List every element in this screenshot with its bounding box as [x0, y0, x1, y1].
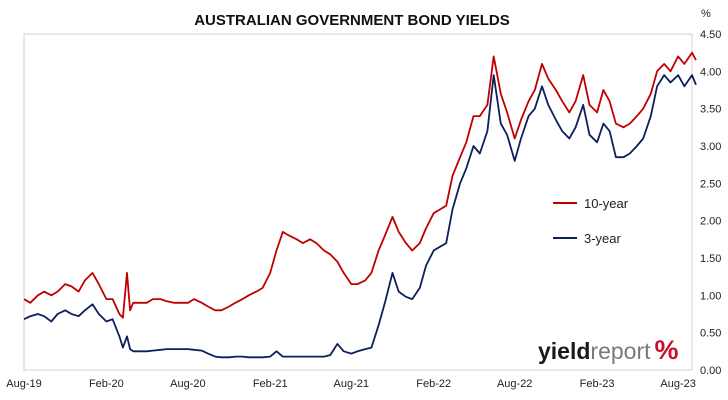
- x-tick-label: Aug-19: [6, 378, 41, 390]
- series-line-3-year: [23, 74, 697, 359]
- x-tick-label: Feb-21: [253, 378, 288, 390]
- x-tick-label: Aug-21: [334, 378, 369, 390]
- logo-text-yield: yield: [538, 338, 590, 364]
- x-tick-label: Aug-20: [170, 378, 205, 390]
- logo-percent-sign: %: [655, 335, 679, 365]
- y-tick-label: 3.00: [700, 141, 721, 153]
- x-tick-label: Feb-23: [580, 378, 615, 390]
- y-tick-label: 1.00: [700, 290, 721, 302]
- y-tick-label: 2.50: [700, 178, 721, 190]
- series-line-10-year: [23, 51, 697, 319]
- y-tick-label: 4.50: [700, 29, 721, 41]
- plot-area: [23, 33, 693, 371]
- y-tick-label: 2.00: [700, 216, 721, 228]
- x-axis: Aug-19 Feb-20 Aug-20 Feb-21 Aug-21 Feb-22 Aug-…: [6, 378, 696, 390]
- y-tick-label: 1.50: [700, 253, 721, 265]
- legend-label-3-year: 3-year: [584, 231, 622, 246]
- y-axis-unit-label: %: [701, 8, 711, 20]
- y-tick-label: 0.50: [700, 328, 721, 340]
- logo-text-report: report: [590, 338, 651, 364]
- y-tick-label: 0.00: [700, 365, 721, 377]
- svg-text:yieldreport%: yieldreport%: [538, 335, 679, 365]
- x-tick-label: Aug-22: [497, 378, 532, 390]
- x-tick-label: Feb-22: [416, 378, 451, 390]
- x-tick-label: Feb-20: [89, 378, 124, 390]
- yieldreport-logo: yieldreport%: [538, 335, 679, 365]
- x-tick-label: Aug-23: [660, 378, 695, 390]
- chart-title: AUSTRALIAN GOVERNMENT BOND YIELDS: [194, 12, 510, 29]
- y-tick-label: 3.50: [700, 104, 721, 116]
- y-tick-label: 4.00: [700, 66, 721, 78]
- legend: 10-year 3-year: [553, 196, 629, 246]
- legend-label-10-year: 10-year: [584, 196, 629, 211]
- series-layer: [23, 51, 697, 359]
- y-axis: 0.00 0.50 1.00 1.50 2.00 2.50 3.00 3.50 4.00 4.50: [700, 29, 721, 377]
